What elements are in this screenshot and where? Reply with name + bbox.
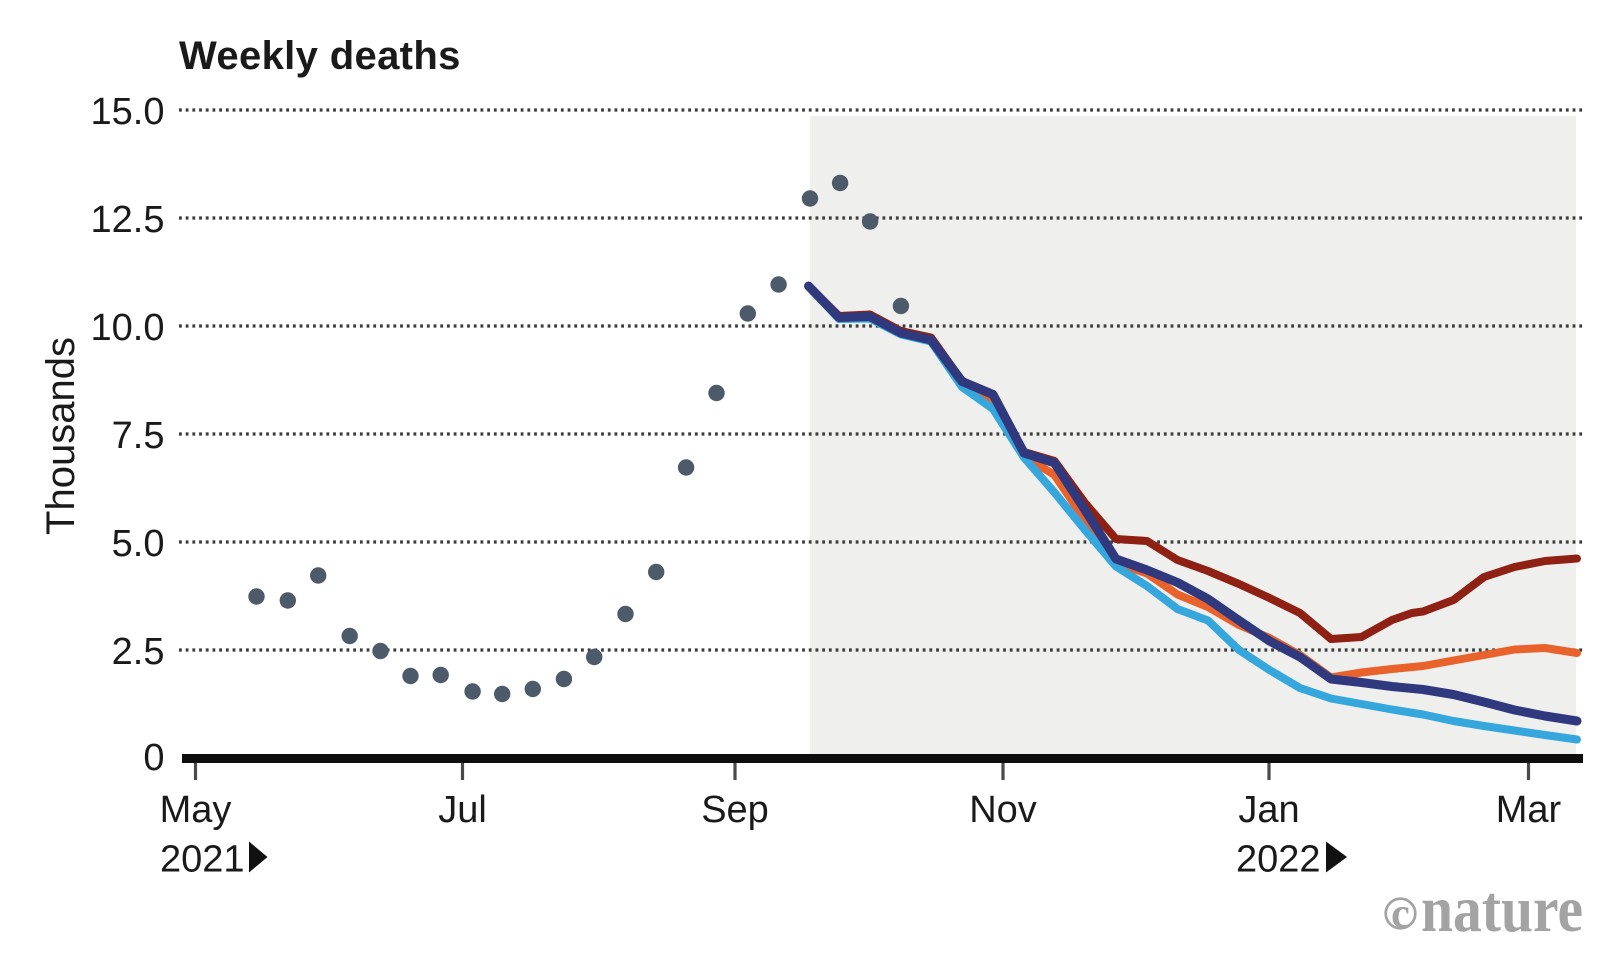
svg-text:May: May [160,789,232,831]
svg-text:c: c [1391,891,1410,937]
svg-text:Nov: Nov [969,789,1037,831]
svg-text:Weekly deaths: Weekly deaths [179,34,461,78]
svg-text:5.0: 5.0 [112,523,165,565]
svg-text:10.0: 10.0 [91,307,165,349]
svg-text:Mar: Mar [1496,789,1562,831]
svg-text:nature: nature [1421,873,1583,946]
svg-text:Sep: Sep [701,789,769,831]
svg-text:Jul: Jul [438,789,487,831]
svg-text:2.5: 2.5 [112,631,165,673]
svg-text:Thousands: Thousands [39,337,83,535]
svg-text:15.0: 15.0 [91,91,165,133]
svg-text:7.5: 7.5 [112,415,165,457]
svg-text:Jan: Jan [1238,789,1299,831]
svg-text:12.5: 12.5 [91,199,165,241]
svg-text:0: 0 [143,737,164,779]
svg-text:2022: 2022 [1236,839,1321,881]
svg-text:2021: 2021 [160,839,245,881]
